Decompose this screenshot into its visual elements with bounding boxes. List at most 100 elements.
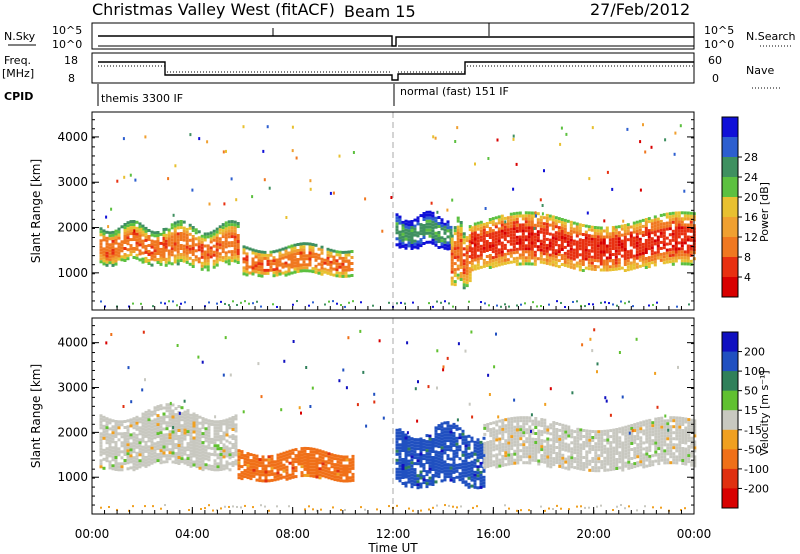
echo-cell	[183, 425, 187, 429]
echo-cell	[216, 453, 220, 457]
echo-cell	[318, 458, 322, 462]
echo-cell	[687, 457, 691, 461]
echo-cell	[606, 453, 610, 457]
echo-cell	[440, 218, 444, 222]
echo-cell	[293, 270, 297, 274]
echo-cell	[639, 460, 643, 464]
echo-cell	[512, 260, 516, 264]
echo-cell	[560, 227, 564, 230]
echo-cell	[111, 239, 115, 243]
echo-cell	[636, 431, 640, 435]
echo-cell	[422, 242, 426, 245]
echo-cell	[120, 255, 124, 259]
echo-cell	[135, 241, 139, 245]
echo-cell	[551, 260, 555, 264]
echo-cell	[120, 249, 124, 253]
echo-cell	[252, 453, 256, 457]
echo-cell	[627, 451, 631, 455]
echo-cell	[582, 468, 586, 471]
echo-cell	[162, 240, 166, 243]
echo-cell	[197, 260, 201, 264]
echo-cell	[629, 252, 633, 256]
echo-cell	[578, 253, 582, 257]
echo-cell	[636, 425, 640, 429]
echo-cell	[300, 456, 304, 460]
echo-cell	[233, 223, 237, 227]
echo-cell	[218, 255, 222, 259]
echo-cell	[186, 415, 190, 419]
echo-cell	[684, 462, 688, 466]
echo-cell	[684, 441, 688, 445]
echo-cell	[552, 430, 556, 434]
echo-cell	[338, 250, 342, 254]
echo-cell	[618, 427, 622, 431]
echo-cell	[407, 435, 411, 439]
echo-cell	[270, 478, 274, 482]
echo-cell	[629, 264, 633, 268]
echo-cell	[117, 245, 121, 249]
echo-cell	[251, 272, 255, 276]
echo-cell	[165, 424, 169, 428]
ground-scatter-cell	[592, 303, 594, 306]
echo-cell	[642, 453, 646, 457]
echo-cell	[219, 435, 223, 438]
echo-cell	[627, 463, 631, 467]
echo-cell	[459, 227, 463, 230]
echo-cell	[672, 461, 676, 465]
echo-cell	[129, 250, 133, 254]
echo-cell	[102, 262, 106, 266]
echo-cell	[497, 218, 501, 222]
echo-cell	[120, 444, 124, 448]
echo-cell	[111, 251, 115, 255]
echo-cell	[581, 239, 585, 242]
speckle-cell	[596, 370, 598, 374]
echo-cell	[614, 231, 618, 235]
echo-cell	[102, 415, 106, 419]
speckle-cell	[591, 126, 594, 130]
echo-cell	[473, 267, 477, 271]
echo-cell	[545, 243, 549, 247]
echo-cell	[549, 453, 553, 457]
echo-cell	[189, 458, 193, 462]
echo-cell	[462, 274, 466, 278]
echo-cell	[450, 237, 454, 241]
echo-cell	[422, 469, 426, 473]
echo-cell	[456, 228, 460, 232]
echo-cell	[605, 250, 609, 254]
echo-cell	[237, 473, 241, 477]
echo-cell	[639, 427, 643, 431]
echo-cell	[653, 230, 657, 234]
echo-cell	[179, 244, 183, 247]
echo-cell	[594, 460, 598, 464]
echo-cell	[222, 434, 226, 438]
echo-cell	[446, 433, 450, 437]
echo-cell	[669, 440, 673, 444]
ground-scatter-cell	[248, 302, 250, 305]
echo-cell	[114, 426, 118, 429]
echo-cell	[690, 445, 694, 449]
echo-cell	[189, 455, 193, 459]
echo-cell	[446, 445, 450, 449]
echo-cell	[506, 240, 510, 244]
echo-cell	[654, 438, 658, 442]
echo-cell	[612, 455, 616, 459]
ground-scatter-cell	[232, 505, 234, 508]
echo-cell	[573, 430, 577, 434]
speckle-cell	[222, 150, 225, 154]
echo-cell	[207, 425, 211, 429]
ground-scatter-cell	[540, 305, 542, 308]
echo-cell	[249, 462, 253, 466]
echo-cell	[231, 434, 235, 437]
echo-cell	[516, 446, 520, 450]
echo-cell	[630, 427, 634, 430]
echo-cell	[465, 278, 469, 282]
echo-cell	[599, 250, 603, 254]
speckle-cell	[456, 126, 459, 130]
echo-cell	[509, 230, 513, 234]
ground-scatter-cell	[256, 300, 258, 303]
speckle-cell	[130, 400, 133, 404]
echo-cell	[446, 226, 450, 230]
echo-cell	[455, 448, 459, 452]
echo-cell	[347, 274, 351, 278]
echo-cell	[123, 462, 127, 465]
